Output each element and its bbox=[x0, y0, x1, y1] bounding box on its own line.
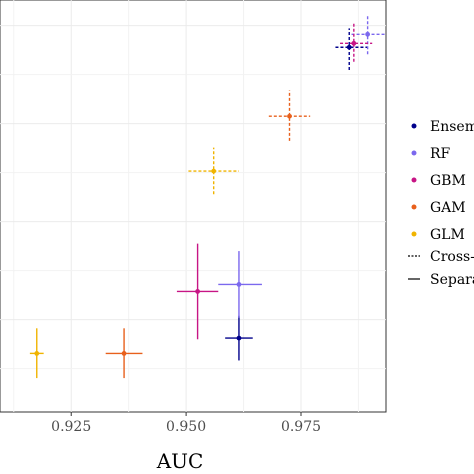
legend-label-glm: GLM bbox=[430, 227, 465, 243]
legend-label-gam: GAM bbox=[430, 200, 466, 216]
point-ensem-dotted bbox=[346, 44, 352, 50]
point-gbm-solid bbox=[195, 289, 200, 294]
point-gam-dotted bbox=[287, 113, 292, 119]
point-rf-dotted bbox=[365, 31, 371, 37]
grid bbox=[0, 0, 386, 412]
legend-key-gbm bbox=[411, 177, 417, 183]
point-glm-dotted bbox=[211, 168, 217, 174]
x-axis: 0.925 0.950 0.975 bbox=[51, 412, 321, 435]
x-tick-label: 0.975 bbox=[281, 419, 321, 435]
legend-label-rf: RF bbox=[430, 146, 451, 162]
legend-key-ensem bbox=[411, 123, 417, 129]
legend-label-solid: Separa bbox=[430, 272, 474, 288]
points bbox=[34, 31, 371, 356]
point-ensem-solid bbox=[236, 335, 242, 341]
x-tick-label: 0.925 bbox=[51, 419, 91, 435]
point-gam-solid bbox=[121, 350, 127, 356]
legend-label-dotted: Cross- bbox=[430, 249, 474, 265]
point-gbm-dotted bbox=[351, 40, 357, 46]
point-glm-solid bbox=[34, 350, 40, 356]
x-axis-title: AUC bbox=[156, 449, 204, 473]
x-tick-label: 0.950 bbox=[166, 419, 206, 435]
legend: Ensem RF GBM GAM GLM Cross- Separa bbox=[408, 119, 474, 288]
legend-key-glm bbox=[411, 231, 417, 237]
legend-label-ensem: Ensem bbox=[430, 119, 474, 135]
legend-label-gbm: GBM bbox=[430, 173, 466, 189]
legend-key-gam bbox=[411, 204, 417, 210]
plot-panel bbox=[0, 0, 387, 413]
point-rf-solid bbox=[236, 282, 242, 287]
legend-key-rf bbox=[411, 150, 417, 156]
